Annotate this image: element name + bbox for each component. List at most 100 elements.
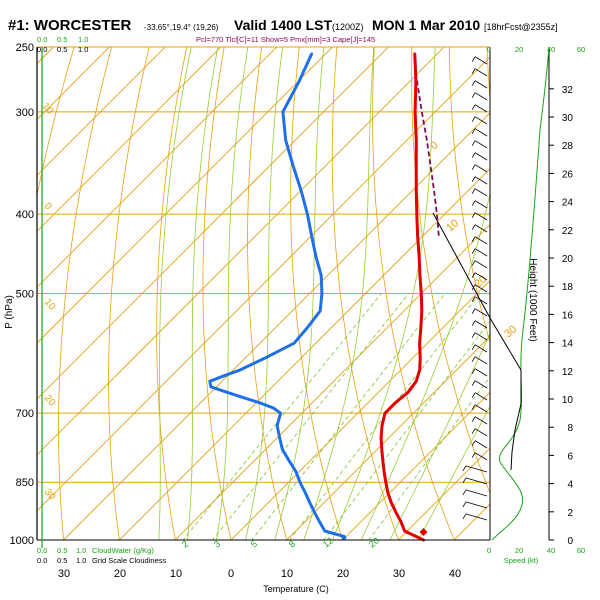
height-tick-label: 28 — [562, 141, 574, 152]
wind-barb-shaft — [465, 465, 488, 473]
dry-adiabat-line — [290, 47, 344, 540]
mixing-ratio-lines — [182, 293, 490, 540]
wind-barb-shaft — [465, 477, 488, 485]
height-tick-label: 6 — [567, 451, 573, 462]
temperature-tick-label: 30 — [58, 568, 70, 580]
wind-barb-shaft — [474, 68, 488, 77]
height-tick-label: 12 — [562, 367, 574, 378]
dry-adiabat-line — [331, 47, 399, 540]
mixing-ratio-line — [251, 293, 446, 540]
speed-tick: 40 — [547, 45, 555, 54]
pressure-tick-label: 400 — [16, 209, 34, 221]
wind-barb-flag — [471, 368, 476, 374]
parcel-info: Pcl=770 Tlcl[C]=11 Show=5 Pmx[mm]=3 Cape… — [196, 35, 375, 44]
height-tick-label: 32 — [562, 85, 574, 96]
isotherm-line — [341, 391, 490, 540]
wind-barb-flag — [471, 392, 476, 398]
mixing-ratio-labels: 2 3 5 8 12 20 — [180, 535, 381, 549]
station-coords: -33.65°,19.4° (19,26) — [144, 23, 219, 32]
moist-adiabat-line — [245, 47, 284, 540]
speed-tick: 60 — [577, 45, 585, 54]
dry-adiabat-line — [411, 47, 490, 495]
height-tick-label: 0 — [567, 536, 573, 547]
wind-barb-flag — [471, 224, 476, 230]
wind-barb-flag — [471, 200, 476, 206]
wind-barb-flag — [471, 272, 476, 278]
wind-speed-curve — [491, 46, 550, 541]
wind-barb-flag — [471, 140, 476, 146]
wind-barb-flag — [471, 248, 476, 254]
height-tick-label: 22 — [562, 226, 574, 237]
wind-barb-shaft — [474, 344, 488, 353]
height-tick-label: 14 — [562, 339, 574, 350]
height-tick-label: 2 — [567, 508, 573, 519]
mixing-ratio-line — [368, 376, 490, 540]
grid-cloud-tick: 1.0 — [78, 45, 88, 54]
wind-barb-shaft — [474, 140, 488, 149]
moist-adiabat-lines — [158, 47, 490, 540]
moist-adiabat-line — [158, 47, 192, 540]
valid-date: MON 1 Mar 2010 — [372, 17, 480, 33]
dry-adiabat-lines — [37, 47, 490, 540]
wind-barb-flag — [462, 501, 467, 508]
wind-barb-flag — [471, 332, 476, 338]
speed-tick: 60 — [577, 546, 585, 555]
height-tick-label: 4 — [567, 480, 573, 491]
isotherm-line — [453, 503, 490, 540]
isotherm-line — [37, 47, 278, 288]
cloud-water-tick: 0.5 — [57, 35, 67, 44]
dry-adiabat-line — [372, 47, 455, 540]
wind-barb-flag — [471, 344, 476, 350]
isotherm-line — [493, 32, 600, 557]
mixing-ratio-line — [212, 293, 410, 540]
isotherm-line — [37, 47, 334, 344]
height-tick-label: 26 — [562, 169, 574, 180]
wind-barb-shaft — [474, 308, 488, 317]
dry-adiabat-line — [202, 47, 232, 540]
dry-adiabat-line — [449, 47, 490, 345]
speed-ticks-top: 0 20 40 60 — [487, 45, 585, 54]
temperature-tick-label: 20 — [114, 568, 126, 580]
wind-barb-shaft — [474, 152, 488, 161]
grid-cloud-tick: 0.5 — [57, 45, 67, 54]
mixing-ratio-label: 12 — [321, 535, 335, 549]
wind-barb-flag — [471, 104, 476, 110]
wind-barb-flag — [471, 260, 476, 266]
wind-barb-shaft — [474, 128, 488, 137]
wind-barb-shaft — [474, 248, 488, 257]
wind-barb-flag — [471, 380, 476, 386]
cloud-water-tick: 1.0 — [76, 546, 86, 555]
pressure-tick-label: 850 — [16, 477, 34, 489]
temperature-tick-label: 10 — [281, 568, 293, 580]
isotherm-line — [230, 279, 490, 540]
pressure-tick-label: 250 — [16, 42, 34, 54]
wind-barb-shaft — [465, 489, 488, 497]
wind-barb-flag — [471, 176, 476, 182]
isotherm-line — [37, 56, 490, 512]
pressure-tick-labels: 1000 850 700 500 400 300 250 — [10, 42, 34, 547]
isotherm-line — [62, 112, 490, 540]
isotherm-label: 30 — [502, 323, 519, 340]
speed-tick: 0 — [487, 45, 491, 54]
x-axis-label: Temperature (C) — [263, 584, 329, 594]
parcel-curve — [416, 80, 440, 236]
dry-adiabat-label: 30 — [42, 487, 58, 503]
mixing-ratio-line — [182, 293, 382, 540]
wind-barb-flag — [471, 236, 476, 242]
mixing-ratio-line — [323, 320, 490, 540]
cloud-water-tick: 0.5 — [57, 546, 67, 555]
temperature-tick-label: 30 — [393, 568, 405, 580]
dry-adiabat-line — [486, 47, 490, 103]
wind-barb-shaft — [474, 380, 488, 389]
height-tick-label: 30 — [562, 113, 574, 124]
speed-tick: 0 — [487, 546, 491, 555]
wind-barb-flag — [462, 513, 467, 520]
wind-barb-flag — [471, 416, 476, 422]
wind-barb-flag — [462, 465, 467, 472]
isotherm-labels: 0 10 20 30 — [428, 139, 519, 340]
grid-cloud-tick: 1.0 — [76, 556, 86, 565]
moist-adiabat-line — [187, 47, 219, 540]
wind-barb-shaft — [474, 320, 488, 329]
wind-barb-shaft — [474, 116, 488, 125]
